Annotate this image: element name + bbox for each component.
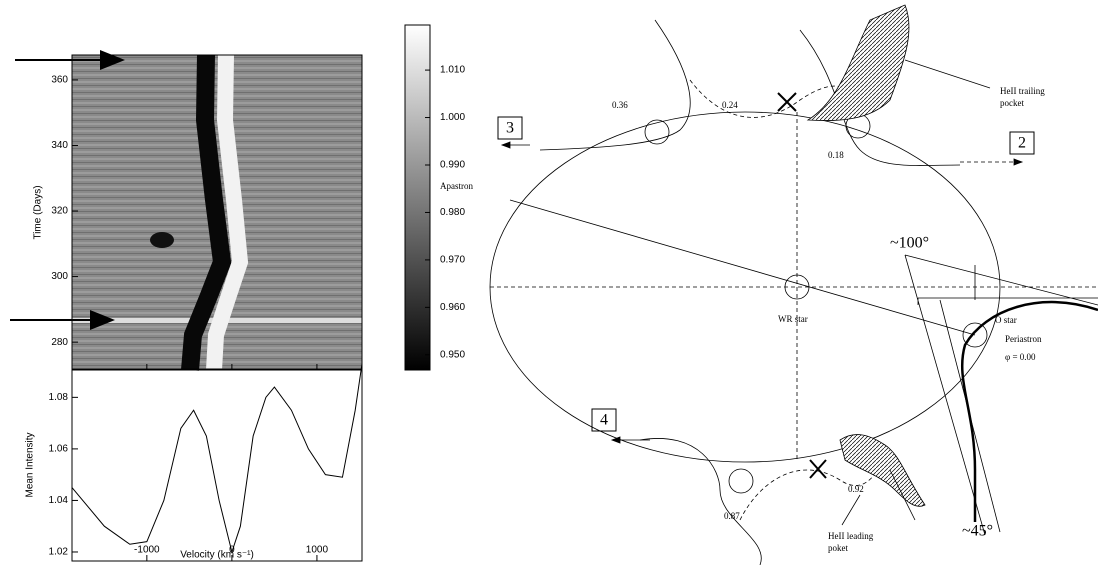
label-box [1009, 131, 1035, 155]
x-tick-label: 1000 [306, 545, 329, 556]
colorbar-tick-label: 0.970 [440, 255, 465, 266]
colorbar-tick-label: 1.000 [440, 112, 465, 123]
pocket-label: poket [828, 543, 848, 553]
motion-arrows [502, 144, 650, 441]
y-axis-label: Mean Intensity [25, 432, 36, 497]
y-tick-label: 1.06 [49, 444, 69, 455]
wr-star [784, 274, 810, 300]
leader-lines [841, 59, 991, 526]
cross-markers [777, 92, 827, 479]
arrow-lines [10, 59, 110, 321]
y-tick-label: 1.08 [49, 392, 69, 403]
phase-label: 0.18 [828, 150, 844, 160]
star-label: O star [995, 315, 1017, 325]
colorbar-tick-label: 0.960 [440, 302, 465, 313]
o-star [962, 322, 988, 348]
dark-blob [150, 232, 174, 248]
box-number: 3 [506, 120, 514, 137]
o-star-shock [961, 300, 1098, 522]
angle-label: ~100° [890, 235, 929, 252]
y-tick-label: 360 [51, 75, 68, 86]
leading-pocket [839, 434, 926, 507]
orbit-diagram: HeII trailing pocket 0.36 0.24 0.18 3 2 … [440, 4, 1098, 566]
x-tick-label: -1000 [134, 545, 160, 556]
periastron-label: Periastron [1005, 334, 1042, 344]
shock-cone [639, 438, 762, 566]
y-tick-label: 340 [51, 140, 68, 151]
angle-lines [904, 254, 1098, 536]
label-box [591, 408, 617, 432]
shock-cone [799, 29, 961, 166]
y-axis-label: Time (Days) [33, 185, 44, 239]
colorbar [404, 24, 431, 371]
spectrum-panels [10, 24, 431, 562]
y-tick-label: 300 [51, 271, 68, 282]
shock-cone [539, 19, 691, 151]
colorbar-tick-label: 0.990 [440, 160, 465, 171]
apastron-label: Apastron [440, 181, 473, 191]
line-of-sight [509, 199, 976, 336]
pocket-label: HeII trailing [1000, 86, 1045, 96]
phase-marker [644, 119, 670, 145]
emission-trail [206, 54, 249, 371]
phase-label: 0.24 [722, 100, 738, 110]
y-tick-label: 280 [51, 337, 68, 348]
phase-zero-label: φ = 0.00 [1005, 352, 1036, 362]
arrow-heads [500, 141, 1024, 444]
angle-label: ~45° [962, 523, 993, 540]
trailing-pocket [806, 4, 910, 122]
box-number: 4 [600, 412, 608, 429]
phase-label: 0.87 [724, 511, 740, 521]
colorbar-tick-label: 1.010 [440, 65, 465, 76]
label-box [497, 116, 523, 140]
intensity-line [71, 363, 363, 554]
colorbar-tick-label: 0.950 [440, 349, 465, 360]
phase-label: 0.92 [848, 484, 864, 494]
pocket-label: HeII leading [828, 531, 874, 541]
star-label: WR star [778, 314, 808, 324]
y-tick-label: 320 [51, 206, 68, 217]
image-frame [71, 54, 363, 371]
box-number: 2 [1018, 135, 1026, 152]
pocket-label: pocket [1000, 98, 1024, 108]
y-tick-label: 1.02 [49, 547, 69, 558]
line-plot-frame [71, 368, 363, 562]
absorption-trail [181, 54, 232, 371]
colorbar-tick-label: 0.980 [440, 207, 465, 218]
x-axis-label: Velocity (km s⁻¹) [180, 550, 254, 561]
phase-marker [728, 468, 754, 494]
phase-label: 0.36 [612, 100, 628, 110]
y-tick-label: 1.04 [49, 495, 69, 506]
